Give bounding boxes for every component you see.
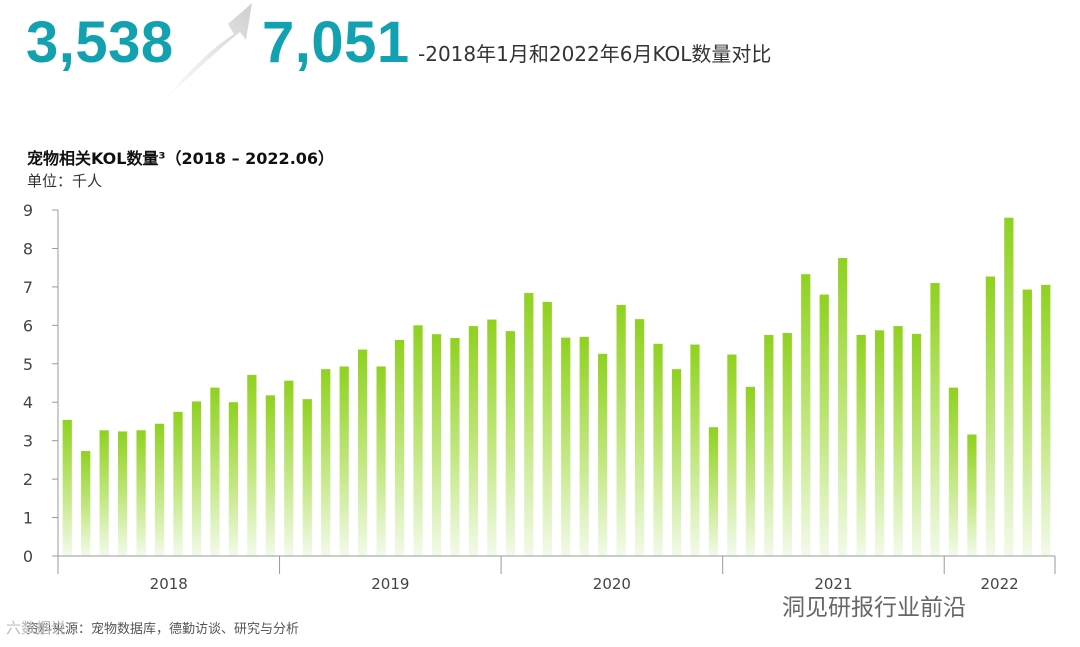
bar-series [62,217,1051,556]
unit-label: 单位：千人 [27,172,103,190]
watermark-left: 六数据说 [6,619,67,637]
bar [247,374,257,556]
bar [376,366,386,556]
bar [561,337,571,556]
bar [542,301,552,556]
source-note: 资料来源：宠物数据库，德勤访谈、研究与分析 [26,622,300,637]
bar [1004,217,1014,556]
bar [598,353,608,556]
bar [431,334,442,556]
bar [265,395,275,556]
comparison-headline: -2018年1月和2022年6月KOL数量对比 [418,42,772,66]
x-year-label: 2020 [593,575,631,590]
x-year-label: 2022 [981,575,1019,590]
y-tick-label: 4 [23,393,33,412]
y-tick-label: 8 [23,239,33,258]
bar [468,326,479,556]
bar [874,330,885,556]
y-tick-label: 9 [23,201,33,220]
bar [856,334,866,556]
bar [745,386,755,556]
x-year-label: 2018 [150,575,188,590]
bar [99,430,109,556]
bar [727,354,737,556]
bar [948,387,959,556]
y-tick-label: 3 [23,432,33,451]
x-year-label: 2019 [371,575,409,590]
bar [413,325,423,556]
y-tick-label: 1 [23,509,33,528]
bar [967,434,977,556]
bar [154,423,165,556]
kol-bar-chart: 0 1 2 3 4 5 6 7 8 9 2018 2019 2020 2021 2022 [23,201,1056,590]
bar [524,293,534,556]
x-year-label: 2021 [814,575,852,590]
bar [819,294,829,556]
bar [911,333,922,556]
bar [394,339,405,556]
bar [893,326,903,556]
bar [450,338,460,556]
bar [579,336,589,556]
x-axis: 2018 2019 2020 2021 2022 [57,555,1056,590]
bar [671,369,682,556]
bar [690,344,700,556]
y-tick-label: 2 [23,470,33,489]
bar [173,411,183,556]
y-tick-label: 7 [23,278,33,297]
increase-arrow-icon [162,3,252,102]
kol-count-2018: 3,538 [26,10,174,75]
bar [1041,284,1051,556]
bar [505,331,515,556]
chart-title: 宠物相关KOL数量³（2018 – 2022.06） [27,149,335,168]
bar [284,380,294,556]
kol-count-2022: 7,051 [262,10,410,75]
bar [634,319,645,556]
y-axis: 0 1 2 3 4 5 6 7 8 9 [23,201,59,566]
bar [136,430,146,556]
bar [838,258,848,556]
bar [801,274,811,556]
bar [62,419,72,556]
bar [708,427,719,556]
watermark-wechat: 洞见研报行业前沿 [782,595,966,621]
bar [339,366,349,556]
y-tick-label: 0 [23,547,33,566]
bar [1022,289,1032,556]
bar [228,402,239,556]
bar [487,319,497,556]
bar [210,387,220,556]
bar [930,283,940,556]
bar [191,401,202,556]
bar [302,399,312,556]
bar [616,304,626,556]
bar [653,343,663,556]
bar [764,334,774,556]
y-tick-label: 5 [23,355,33,374]
bar [358,349,368,556]
y-tick-label: 6 [23,316,33,335]
bar [118,431,128,556]
bar [81,451,91,556]
bar [985,276,995,556]
bar [782,333,792,556]
bar [321,369,331,556]
